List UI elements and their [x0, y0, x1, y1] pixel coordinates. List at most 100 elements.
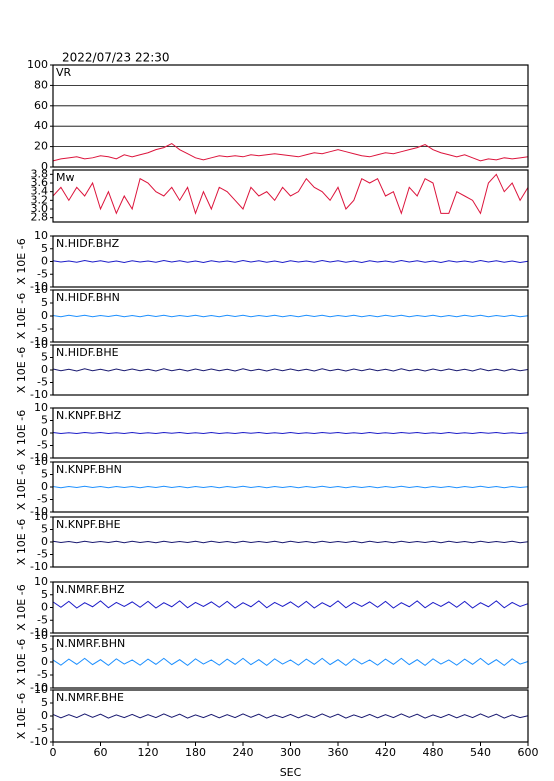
- series-line: [52, 657, 529, 667]
- panel-frame: [52, 635, 529, 689]
- x-tick-label: 240: [233, 746, 254, 759]
- y-axis-label: X 10E -6: [15, 238, 28, 284]
- y-tick-label: 0: [41, 535, 48, 548]
- x-tick-label: 420: [375, 746, 396, 759]
- y-tick-label: 5: [41, 642, 48, 655]
- y-tick-label: 0: [41, 655, 48, 668]
- y-tick-label: 40: [34, 119, 48, 132]
- y-tick-label: 20: [34, 140, 48, 153]
- y-tick-label: 3.6: [31, 176, 49, 189]
- y-tick-label: -10: [30, 451, 48, 464]
- series-line: [52, 259, 529, 264]
- y-tick-label: -5: [37, 722, 48, 735]
- y-tick-label: -5: [37, 267, 48, 280]
- y-tick-label: 10: [34, 283, 48, 296]
- series-line: [52, 485, 529, 489]
- chart-title: 2022/07/23 22:30: [62, 51, 170, 65]
- y-axis-label: X 10E -6: [15, 410, 28, 456]
- x-tick-label: 480: [423, 746, 444, 759]
- y-tick-label: -5: [37, 376, 48, 389]
- panel-frame: [52, 581, 529, 634]
- y-tick-label: 0: [41, 309, 48, 322]
- panel-frame: [52, 64, 529, 168]
- series-label: N.KNPF.BHZ: [56, 409, 122, 422]
- y-tick-label: -5: [37, 439, 48, 452]
- series-label: N.HIDF.BHN: [56, 291, 120, 304]
- x-axis-label: SEC: [280, 766, 302, 779]
- y-tick-label: -10: [30, 335, 48, 348]
- y-tick-label: 10: [34, 683, 48, 696]
- y-tick-label: 0: [41, 426, 48, 439]
- y-tick-label: -5: [37, 493, 48, 506]
- series-label: N.NMRF.BHN: [56, 637, 125, 650]
- y-tick-label: 5: [41, 588, 48, 601]
- y-tick-label: 0: [41, 255, 48, 268]
- y-tick-label: -5: [37, 668, 48, 681]
- y-tick-label: 80: [34, 78, 48, 91]
- panel-frame: [52, 344, 529, 396]
- y-tick-label: 5: [41, 523, 48, 536]
- series-label: N.HIDF.BHE: [56, 346, 119, 359]
- y-tick-label: 0: [41, 601, 48, 614]
- y-tick-label: 10: [34, 401, 48, 414]
- y-tick-label: 3.4: [31, 185, 49, 198]
- y-tick-label: 100: [27, 58, 48, 71]
- y-tick-label: 10: [34, 575, 48, 588]
- series-line: [52, 142, 529, 162]
- y-tick-label: 3.2: [31, 193, 49, 206]
- panel-frame: [52, 235, 529, 288]
- panel-frame: [52, 516, 529, 568]
- x-tick-label: 540: [470, 746, 491, 759]
- y-tick-label: -5: [37, 613, 48, 626]
- y-axis-label: X 10E -6: [15, 639, 28, 685]
- series-label: N.KNPF.BHN: [56, 463, 122, 476]
- series-line: [52, 431, 529, 435]
- y-axis-label: X 10E -6: [15, 693, 28, 739]
- x-tick-label: 120: [138, 746, 159, 759]
- panel-frame: [52, 289, 529, 343]
- y-tick-label: 10: [34, 455, 48, 468]
- y-tick-label: 2.8: [31, 211, 49, 224]
- y-tick-label: 10: [34, 229, 48, 242]
- y-axis-label: X 10E -6: [15, 347, 28, 393]
- x-tick-label: 60: [94, 746, 108, 759]
- series-label: N.HIDF.BHZ: [56, 237, 120, 250]
- y-tick-label: 5: [41, 296, 48, 309]
- y-tick-label: 3.0: [31, 202, 49, 215]
- y-axis-label: X 10E -6: [15, 293, 28, 339]
- y-tick-label: 0: [41, 363, 48, 376]
- y-tick-label: -10: [30, 735, 48, 748]
- y-tick-label: -10: [30, 626, 48, 639]
- series-line: [52, 368, 529, 372]
- series-line: [52, 600, 529, 609]
- panel-frame: [52, 407, 529, 459]
- y-axis-label: X 10E -6: [15, 519, 28, 565]
- series-label: N.NMRF.BHE: [56, 691, 124, 704]
- y-tick-label: -10: [30, 388, 48, 401]
- series-label: N.NMRF.BHZ: [56, 583, 125, 596]
- y-tick-label: 5: [41, 351, 48, 364]
- y-tick-label: 10: [34, 510, 48, 523]
- series-label: N.KNPF.BHE: [56, 518, 121, 531]
- panel-frame: [52, 169, 529, 223]
- x-tick-label: 300: [280, 746, 301, 759]
- y-tick-label: 5: [41, 414, 48, 427]
- panel-frame: [52, 461, 529, 513]
- y-tick-label: 0: [41, 480, 48, 493]
- y-tick-label: -10: [30, 505, 48, 518]
- series-label: Mw: [56, 171, 75, 184]
- series-line: [52, 540, 529, 544]
- y-axis-label: X 10E -6: [15, 464, 28, 510]
- x-tick-label: 360: [328, 746, 349, 759]
- y-tick-label: 60: [34, 99, 48, 112]
- y-tick-label: -10: [30, 681, 48, 694]
- y-tick-label: -5: [37, 548, 48, 561]
- x-tick-label: 600: [518, 746, 539, 759]
- series-line: [52, 173, 529, 215]
- y-axis-label: X 10E -6: [15, 584, 28, 630]
- panel-frame: [52, 689, 529, 743]
- y-tick-label: 5: [41, 242, 48, 255]
- series-line: [52, 314, 529, 318]
- y-tick-label: 10: [34, 629, 48, 642]
